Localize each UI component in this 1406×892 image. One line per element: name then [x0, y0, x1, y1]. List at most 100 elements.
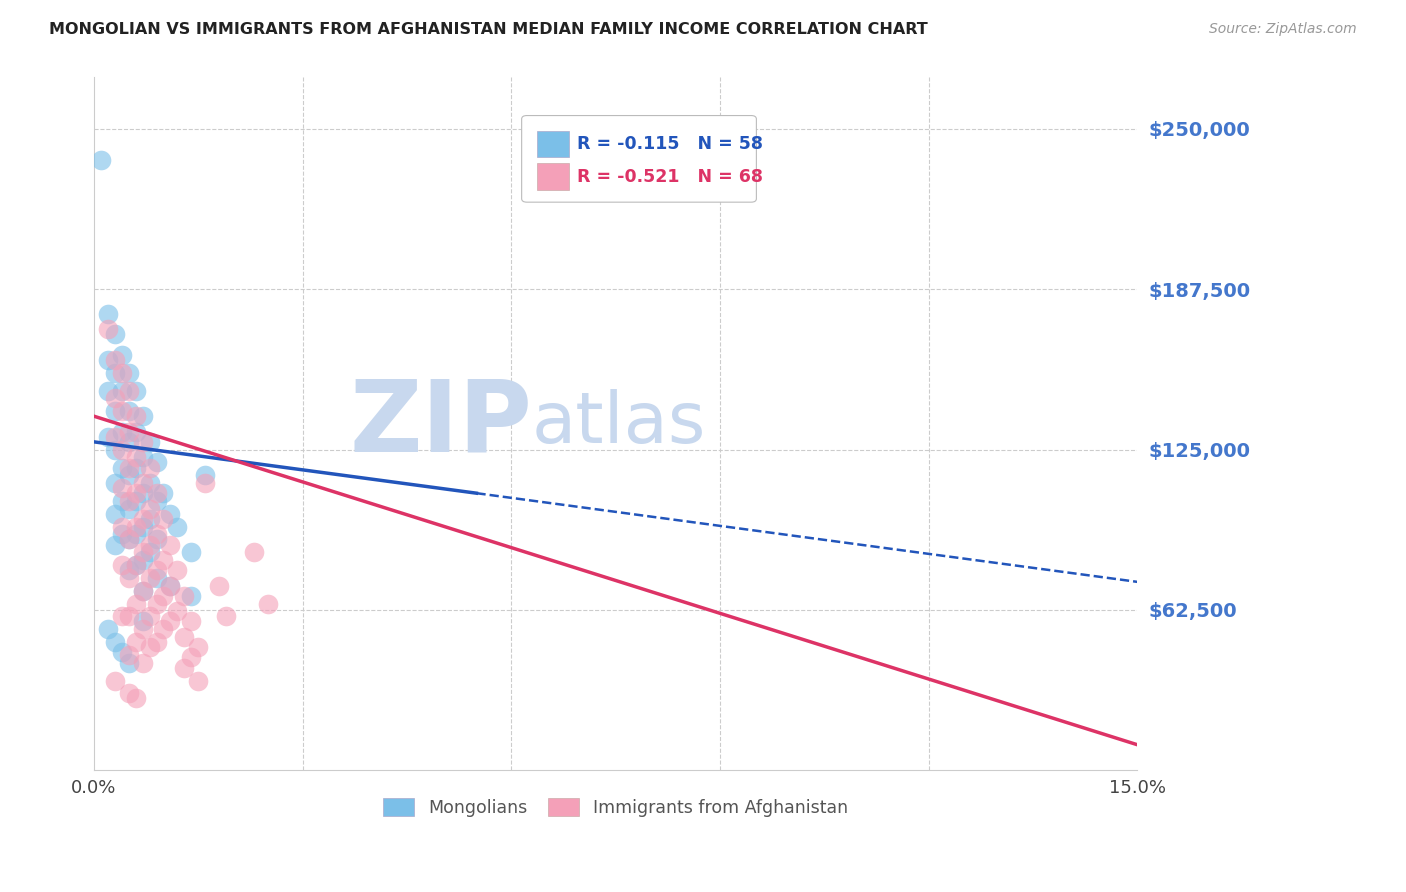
Point: [97, 352, 120, 367]
Point: [145, 527, 167, 541]
Point: [131, 409, 153, 424]
Point: [118, 656, 141, 670]
Point: [104, 404, 127, 418]
Point: [111, 348, 134, 362]
Point: [104, 507, 127, 521]
Point: [138, 545, 160, 559]
Point: [118, 384, 141, 398]
Point: [124, 558, 146, 572]
Point: [118, 563, 141, 577]
Point: [118, 460, 141, 475]
Legend: Mongolians, Immigrants from Afghanistan: Mongolians, Immigrants from Afghanistan: [375, 791, 855, 824]
Point: [104, 430, 127, 444]
Point: [131, 519, 153, 533]
Point: [131, 553, 153, 567]
Point: [118, 609, 141, 624]
Point: [152, 589, 174, 603]
Point: [208, 578, 231, 592]
Point: [97, 307, 120, 321]
Point: [145, 455, 167, 469]
Point: [118, 501, 141, 516]
Point: [118, 468, 141, 483]
Point: [111, 527, 134, 541]
Text: Source: ZipAtlas.com: Source: ZipAtlas.com: [1209, 22, 1357, 37]
Point: [111, 645, 134, 659]
Point: [131, 450, 153, 465]
FancyBboxPatch shape: [537, 163, 568, 190]
Point: [152, 553, 174, 567]
Point: [111, 460, 134, 475]
Point: [124, 527, 146, 541]
Text: ZIP: ZIP: [349, 376, 531, 473]
Point: [104, 327, 127, 342]
Point: [124, 409, 146, 424]
Point: [104, 391, 127, 405]
FancyBboxPatch shape: [522, 116, 756, 202]
Point: [104, 537, 127, 551]
Point: [118, 648, 141, 662]
Point: [111, 519, 134, 533]
Point: [124, 635, 146, 649]
Point: [159, 507, 181, 521]
Point: [145, 533, 167, 547]
Point: [138, 512, 160, 526]
Point: [124, 494, 146, 508]
Point: [138, 609, 160, 624]
Text: R = -0.115   N = 58: R = -0.115 N = 58: [576, 135, 763, 153]
Point: [138, 571, 160, 585]
Point: [145, 635, 167, 649]
Point: [111, 366, 134, 380]
Text: R = -0.521   N = 68: R = -0.521 N = 68: [576, 168, 763, 186]
Point: [180, 545, 202, 559]
Text: atlas: atlas: [531, 390, 706, 458]
Point: [124, 691, 146, 706]
Point: [131, 583, 153, 598]
Point: [215, 609, 238, 624]
Point: [124, 425, 146, 439]
Point: [131, 656, 153, 670]
Point: [124, 597, 146, 611]
Point: [152, 486, 174, 500]
Point: [131, 622, 153, 636]
Point: [97, 384, 120, 398]
Point: [138, 434, 160, 449]
Point: [111, 494, 134, 508]
Point: [118, 494, 141, 508]
Point: [152, 512, 174, 526]
Point: [131, 545, 153, 559]
Point: [138, 640, 160, 655]
Point: [111, 404, 134, 418]
Point: [131, 475, 153, 490]
Point: [138, 537, 160, 551]
Point: [145, 571, 167, 585]
Point: [104, 475, 127, 490]
Point: [104, 366, 127, 380]
Point: [118, 533, 141, 547]
Point: [104, 673, 127, 688]
Point: [166, 604, 188, 618]
Point: [173, 661, 195, 675]
Point: [97, 430, 120, 444]
Point: [111, 384, 134, 398]
Point: [173, 589, 195, 603]
Point: [173, 630, 195, 644]
Point: [138, 501, 160, 516]
Point: [256, 597, 278, 611]
Point: [104, 442, 127, 457]
Point: [124, 384, 146, 398]
Point: [166, 563, 188, 577]
Point: [111, 558, 134, 572]
Point: [124, 558, 146, 572]
Point: [145, 597, 167, 611]
Point: [118, 366, 141, 380]
Point: [118, 404, 141, 418]
Point: [104, 352, 127, 367]
Point: [145, 494, 167, 508]
Point: [187, 640, 209, 655]
Point: [180, 589, 202, 603]
Point: [118, 425, 141, 439]
Point: [111, 609, 134, 624]
Point: [180, 650, 202, 665]
Point: [159, 537, 181, 551]
Point: [104, 635, 127, 649]
